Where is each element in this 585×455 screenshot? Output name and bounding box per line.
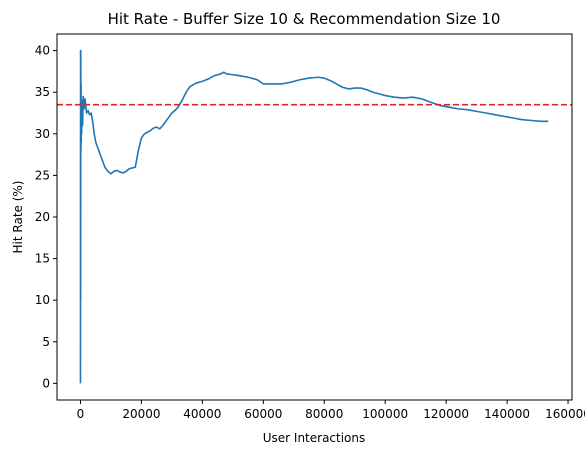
plot-area	[57, 49, 572, 384]
x-tick-label: 20000	[122, 407, 160, 421]
y-tick-label: 0	[42, 376, 50, 390]
x-tick-label: 80000	[305, 407, 343, 421]
x-tick-label: 60000	[244, 407, 282, 421]
y-tick-label: 5	[42, 335, 50, 349]
y-tick-label: 15	[35, 252, 50, 266]
y-tick-label: 25	[35, 168, 50, 182]
x-tick-label: 100000	[362, 407, 408, 421]
y-tick-label: 30	[35, 127, 50, 141]
y-axis: 0 5 10 15 20 25 30 35 40	[35, 44, 57, 390]
chart-title: Hit Rate - Buffer Size 10 & Recommendati…	[108, 10, 501, 28]
x-axis-label: User Interactions	[263, 431, 366, 445]
y-tick-label: 20	[35, 210, 50, 224]
x-tick-label: 40000	[183, 407, 221, 421]
y-axis-label: Hit Rate (%)	[11, 181, 25, 254]
x-tick-label: 140000	[484, 407, 530, 421]
y-tick-label: 40	[35, 44, 50, 58]
x-axis: 0 20000 40000 60000 80000 100000 120000 140000 1…	[77, 400, 585, 421]
y-tick-label: 10	[35, 293, 50, 307]
x-tick-label: 120000	[423, 407, 469, 421]
y-tick-label: 35	[35, 85, 50, 99]
series-line-0	[79, 49, 549, 384]
x-tick-label: 0	[77, 407, 85, 421]
